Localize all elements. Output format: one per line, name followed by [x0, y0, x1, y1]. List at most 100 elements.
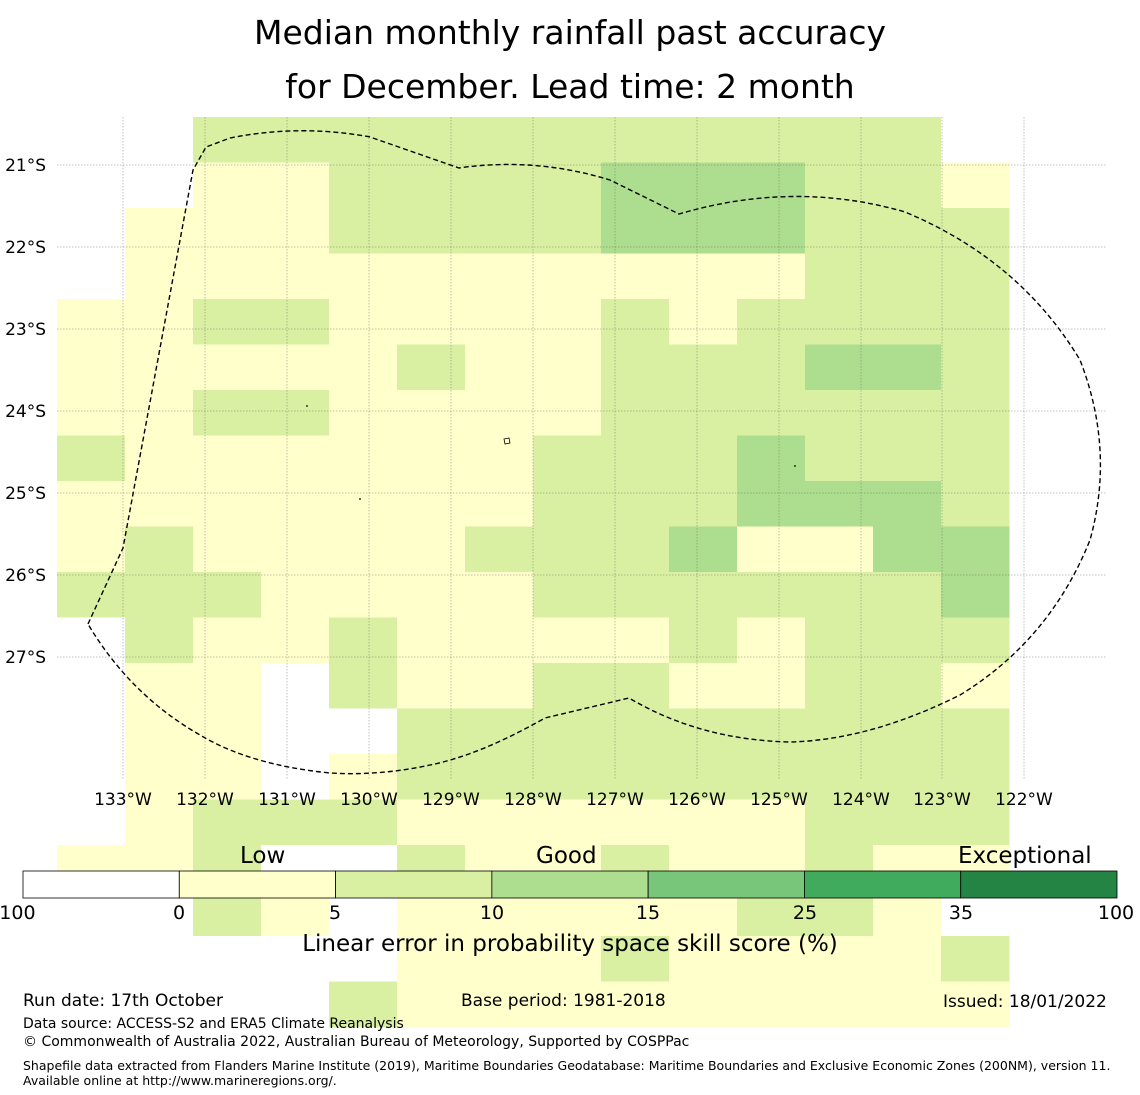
grid-cell — [873, 117, 942, 163]
grid-cell — [465, 435, 534, 482]
colorbar — [22, 870, 1118, 899]
grid-cell — [465, 253, 534, 300]
colorbar-label-low: Low — [240, 843, 286, 869]
grid-cell — [533, 344, 602, 391]
grid-cell — [873, 799, 942, 846]
grid-cell — [193, 208, 262, 254]
grid-cell — [737, 617, 806, 664]
grid-cell — [397, 708, 466, 755]
grid-cell — [941, 344, 1010, 391]
colorbar-label-good: Good — [536, 843, 597, 869]
title-line-2: for December. Lead time: 2 month — [285, 67, 855, 106]
grid-cell — [465, 117, 534, 163]
grid-cell — [397, 799, 466, 846]
grid-cell — [601, 981, 670, 1028]
grid-cell — [329, 481, 398, 527]
grid-cell — [533, 253, 602, 300]
grid-cell — [669, 299, 738, 345]
grid-cell — [873, 981, 942, 1028]
grid-cell — [397, 299, 466, 345]
grid-cell — [193, 572, 262, 618]
grid-cell — [329, 572, 398, 618]
grid-cell — [125, 299, 194, 345]
grid-cell — [941, 663, 1010, 709]
grid-cell — [125, 435, 194, 482]
grid-cell — [397, 936, 466, 982]
grid-cell — [669, 981, 738, 1028]
grid-cell — [193, 299, 262, 345]
grid-cell — [465, 390, 534, 436]
longitude-label: 129°W — [422, 790, 480, 810]
grid-cell — [737, 754, 806, 800]
grid-cell — [193, 481, 262, 527]
map-title: Median monthly rainfall past accuracy fo… — [0, 6, 1140, 114]
grid-cell — [669, 481, 738, 527]
grid-cell — [465, 617, 534, 664]
grid-cell — [873, 526, 942, 573]
grid-cell — [941, 435, 1010, 482]
grid-cell — [533, 799, 602, 846]
grid-cell — [805, 299, 874, 345]
grid-cell — [57, 344, 126, 391]
latitude-label: 27°S — [5, 648, 46, 668]
grid-cell — [873, 208, 942, 254]
grid-cell — [57, 663, 126, 709]
grid-cell — [193, 344, 262, 391]
grid-cell — [737, 481, 806, 527]
grid-cell — [57, 981, 126, 1028]
grid-cell — [601, 526, 670, 573]
grid-cell — [465, 208, 534, 254]
grid-cell — [465, 572, 534, 618]
grid-cell — [941, 253, 1010, 300]
grid-cell — [533, 754, 602, 800]
colorbar-segment — [22, 870, 180, 899]
grid-cell — [533, 936, 602, 982]
grid-cell — [737, 299, 806, 345]
grid-cell — [397, 117, 466, 163]
grid-cell — [669, 526, 738, 573]
grid-cell — [125, 390, 194, 436]
longitude-label: 133°W — [94, 790, 152, 810]
grid-cell — [533, 526, 602, 573]
grid-cell — [193, 435, 262, 482]
longitude-label: 125°W — [750, 790, 808, 810]
grid-cell — [941, 708, 1010, 755]
grid-cell — [329, 435, 398, 482]
colorbar-tick: 0 — [172, 902, 186, 924]
grid-cell — [873, 435, 942, 482]
grid-cell — [329, 708, 398, 755]
grid-cell — [57, 208, 126, 254]
grid-cell — [669, 663, 738, 709]
colorbar-tick: 15 — [635, 902, 661, 924]
grid-cell — [805, 799, 874, 846]
grid-cell — [669, 754, 738, 800]
grid-cell — [941, 208, 1010, 254]
latitude-label: 21°S — [5, 156, 46, 176]
grid-cell — [805, 435, 874, 482]
grid-cell — [397, 572, 466, 618]
grid-cell — [125, 936, 194, 982]
grid-cell — [125, 253, 194, 300]
grid-cell — [465, 981, 534, 1028]
grid-cell — [193, 617, 262, 664]
grid-cell — [261, 572, 330, 618]
latitude-label: 23°S — [5, 320, 46, 340]
grid-cell — [261, 208, 330, 254]
grid-cell — [397, 253, 466, 300]
shapefile-credit: Shapefile data extracted from Flanders M… — [23, 1058, 1111, 1088]
colorbar-segment — [960, 870, 1118, 899]
grid-cell — [805, 344, 874, 391]
grid-cell — [669, 162, 738, 209]
grid-cell — [193, 390, 262, 436]
eez-boundary — [87, 130, 1102, 775]
grid-cell — [601, 799, 670, 846]
grid-cell — [941, 572, 1010, 618]
grid-cell — [57, 481, 126, 527]
grid-cell — [125, 708, 194, 755]
colorbar-tick: 100 — [1097, 902, 1135, 924]
colorbar-segment — [804, 870, 962, 899]
grid-cell — [57, 253, 126, 300]
grid-cell — [533, 572, 602, 618]
grid-cell — [193, 799, 262, 846]
